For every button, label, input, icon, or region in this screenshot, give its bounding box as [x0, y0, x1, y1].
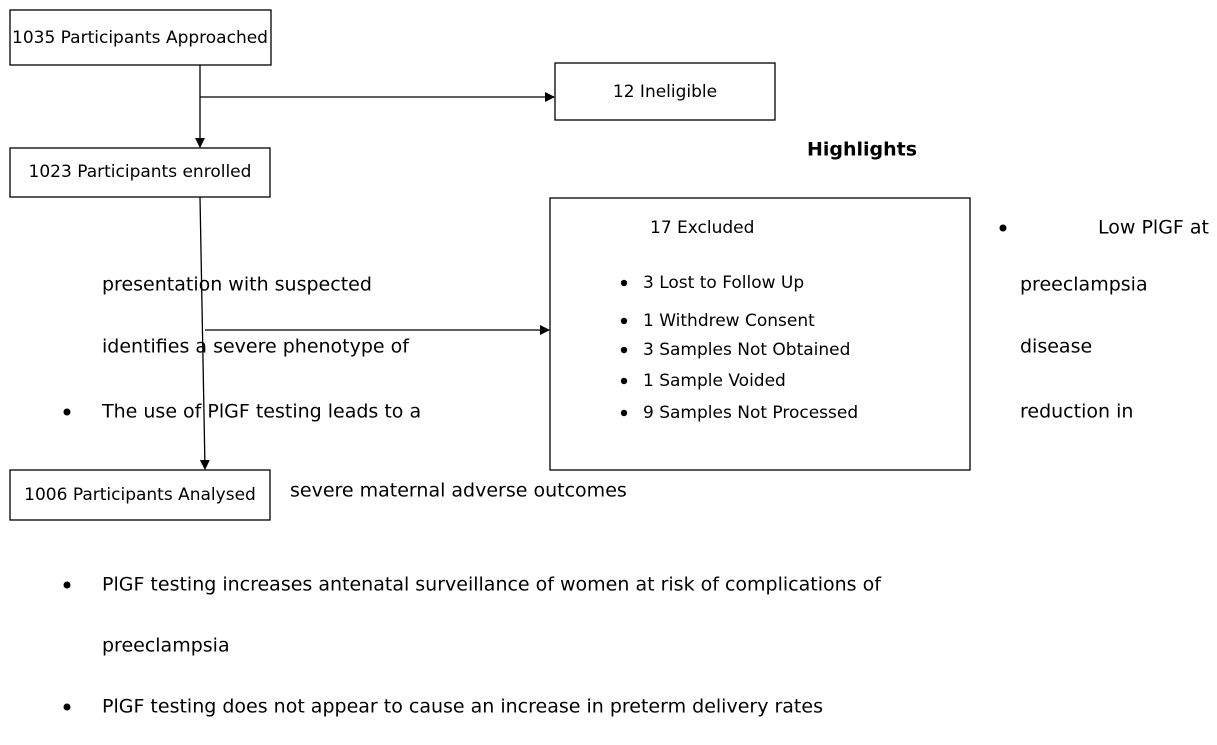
box-enrolled [9, 147, 271, 198]
arrow [199, 196, 210, 470]
bullet-text: PlGF testing does not appear to cause an… [102, 696, 823, 718]
fragment: severe maternal adverse outcomes [290, 480, 627, 502]
excluded-item: 1 Withdrew Consent [643, 311, 815, 331]
bullet-text: PlGF testing increases antenatal surveil… [102, 574, 882, 596]
analysed: 1006 Participants Analysed [24, 485, 256, 505]
bullet [620, 409, 628, 417]
excluded-list: 3 Lost to Follow Up 1 Withdrew Consent 3 S… [620, 273, 858, 423]
box-ineligible [554, 62, 776, 121]
excluded-item: 3 Lost to Follow Up [643, 273, 804, 293]
excluded-title: 17 Excluded [650, 218, 754, 238]
bullet [620, 317, 628, 325]
highlights: Highlights Low PlGF at presentation with… [63, 139, 1209, 718]
bullet [620, 377, 628, 385]
ineligible: 12 Ineligible [613, 82, 717, 102]
fragment: presentation with suspected [102, 274, 372, 296]
fragment: preeclampsia [1020, 274, 1148, 296]
highlights-title: Highlights [807, 139, 917, 161]
bullet [63, 703, 71, 711]
bullet [620, 346, 628, 354]
bullet [999, 224, 1007, 232]
fragment: Low PlGF at [1098, 217, 1209, 239]
fragment: The use of PlGF testing leads to a [101, 401, 421, 423]
excluded-item: 9 Samples Not Processed [643, 403, 858, 423]
box-analysed [9, 469, 271, 521]
flowchart: 1035 Participants Approached 12 Ineligib… [9, 9, 971, 521]
excluded-item: 1 Sample Voided [643, 371, 786, 391]
enrolled: 1023 Participants enrolled [29, 162, 252, 182]
box-approached [9, 9, 272, 66]
fragment: disease [1020, 336, 1092, 358]
bullet [63, 408, 71, 416]
fragment: reduction in [1020, 401, 1133, 423]
excluded-item: 3 Samples Not Obtained [643, 340, 850, 360]
bullet [63, 581, 71, 589]
bullet-text: preeclampsia [102, 635, 230, 657]
box-excluded [549, 197, 971, 471]
fragment: identifies a severe phenotype of [102, 336, 410, 358]
approached: 1035 Participants Approached [12, 28, 268, 48]
bullet [620, 279, 628, 287]
